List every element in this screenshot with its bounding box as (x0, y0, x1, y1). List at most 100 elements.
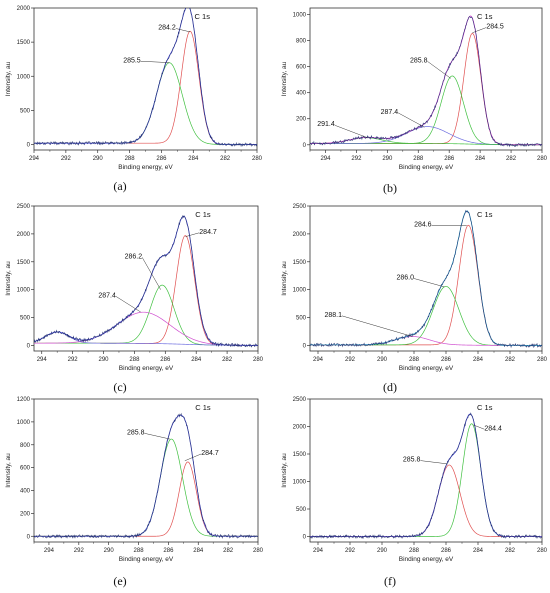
x-tick-label: 280 (537, 548, 548, 554)
y-tick-label: 800 (296, 39, 307, 45)
panel-caption-c: (c) (113, 380, 127, 394)
x-tick-label: 284 (475, 156, 486, 162)
y-tick-label: 1000 (17, 74, 31, 80)
y-tick-label: 2000 (17, 232, 31, 238)
y-tick-label: 0 (27, 534, 31, 540)
x-tick-label: 280 (537, 156, 548, 162)
x-tick-label: 294 (44, 548, 55, 554)
y-tick-label: 2500 (293, 397, 307, 403)
chart-panel-c: 294 292 290 288 286 284 282 280 0 500 1000 1500 2000… (5, 204, 264, 372)
y-axis-title: Intensity, au (5, 261, 12, 296)
x-tick-label: 280 (252, 156, 263, 162)
x-tick-label: 288 (129, 357, 140, 363)
x-tick-label: 282 (220, 156, 231, 162)
y-axis-title: Intensity, au (281, 61, 288, 96)
raw-spectrum (34, 412, 258, 539)
annotation-leader (420, 460, 448, 465)
x-tick-label: 292 (74, 548, 85, 554)
raw-spectrum (310, 412, 542, 540)
y-tick-label: 200 (296, 117, 307, 123)
y-tick-label: 400 (296, 91, 307, 97)
component-peak-284.4 (310, 423, 542, 537)
chart-panel-e: 294 292 290 288 286 284 282 280 0 200 400 600 800 100… (5, 397, 264, 563)
y-tick-label: 1500 (17, 260, 31, 266)
y-tick-label: 2500 (17, 204, 31, 210)
x-tick-label: 294 (313, 548, 324, 554)
x-tick-label: 290 (93, 156, 104, 162)
raw-spectrum (34, 8, 257, 148)
fit-envelope (310, 15, 542, 146)
peak-annotation: 284.5 (486, 24, 504, 31)
y-tick-label: 2000 (17, 6, 31, 12)
y-tick-label: 500 (20, 108, 31, 114)
x-axis-title: Binding energy, eV (119, 556, 174, 563)
y-tick-label: 500 (296, 316, 307, 322)
x-tick-label: 286 (441, 357, 452, 363)
x-tick-label: 290 (99, 357, 110, 363)
panel-caption-b: (b) (383, 181, 397, 195)
x-axis-title: Binding energy, eV (118, 164, 173, 171)
annotation-leader (334, 125, 368, 138)
annotation-leader (175, 28, 191, 33)
component-peak-287.4 (34, 311, 258, 346)
y-tick-label: 200 (20, 511, 31, 517)
x-axis-title: Binding energy, eV (119, 365, 174, 372)
x-tick-label: 294 (320, 156, 331, 162)
plot-frame (33, 398, 259, 543)
plot-frame (309, 398, 543, 543)
chart-panel-d: 294 292 290 288 286 284 282 280 0 500 1000 1500 2000… (281, 204, 548, 372)
y-tick-label: 600 (20, 466, 31, 472)
x-tick-label: 288 (409, 548, 420, 554)
x-tick-label: 284 (191, 357, 202, 363)
x-tick-label: 286 (441, 548, 452, 554)
x-axis-title: Binding energy, eV (399, 365, 454, 372)
peak-annotation: 291.4 (317, 121, 335, 128)
x-tick-label: 286 (160, 357, 171, 363)
panel-caption-f: (f) (384, 574, 396, 588)
annotation-leader (185, 232, 200, 237)
annotation-leader (398, 112, 425, 128)
annotation-leader (413, 278, 445, 288)
x-tick-label: 280 (537, 357, 548, 363)
raw-spectrum (310, 209, 542, 349)
y-tick-label: 1000 (293, 480, 307, 486)
x-tick-label: 292 (61, 156, 72, 162)
annotation-leader (427, 61, 451, 79)
x-tick-label: 288 (125, 156, 136, 162)
chart-title: C 1s (477, 210, 493, 219)
component-peak-288.1 (310, 336, 542, 346)
peak-annotation: 285.5 (123, 57, 141, 64)
peak-annotation: 285.8 (403, 457, 421, 464)
raw-spectrum (310, 16, 542, 148)
y-tick-label: 0 (27, 143, 31, 149)
annotation-leader (472, 27, 487, 33)
y-axis-title: Intensity, au (281, 453, 288, 488)
x-tick-label: 282 (505, 548, 516, 554)
x-tick-label: 288 (134, 548, 145, 554)
x-tick-label: 284 (193, 548, 204, 554)
y-tick-label: 1500 (293, 452, 307, 458)
peak-annotation: 284.6 (414, 222, 432, 229)
annotation-leader (184, 453, 202, 462)
x-tick-label: 286 (444, 156, 455, 162)
plot-frame (309, 7, 543, 151)
y-tick-label: 2000 (293, 232, 307, 238)
y-tick-label: 2500 (293, 204, 307, 210)
component-peak-285.8 (310, 75, 542, 146)
peak-annotation: 286.2 (125, 253, 143, 260)
x-tick-label: 292 (345, 357, 356, 363)
annotation-leader (144, 433, 170, 440)
y-axis-title: Intensity, au (5, 61, 12, 96)
peak-annotation: 288.1 (324, 312, 342, 319)
x-tick-label: 286 (156, 156, 167, 162)
plot-frame (33, 205, 259, 352)
y-tick-label: 0 (27, 343, 31, 349)
fit-envelope (310, 413, 542, 537)
y-tick-label: 1000 (293, 13, 307, 19)
chart-panel-a: 294 292 290 288 286 284 282 280 0 500 1000 1500 2000… (5, 6, 263, 171)
annotation-leader (341, 315, 413, 337)
panel-caption-d: (d) (383, 380, 397, 394)
panel-caption-e: (e) (113, 574, 127, 588)
peak-annotation: 284.2 (158, 24, 176, 31)
